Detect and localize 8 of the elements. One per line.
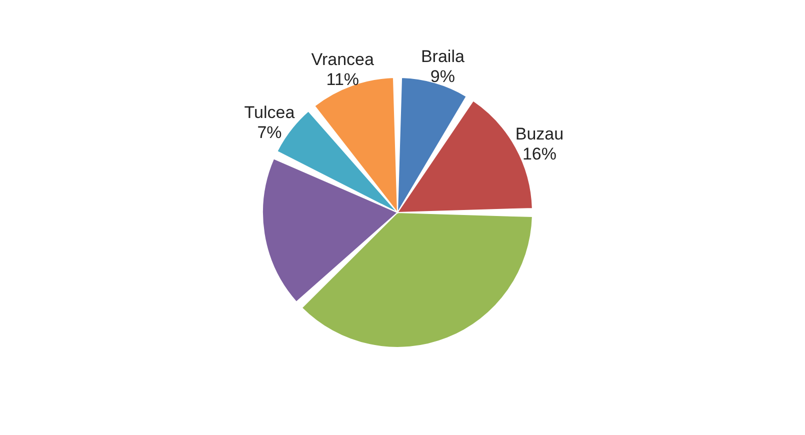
slice-label: Tulcea xyxy=(244,103,296,122)
slice-label: Buzau xyxy=(515,124,564,144)
data-label: 7% xyxy=(257,123,282,142)
data-label: 9% xyxy=(430,66,455,86)
slice-label: Braila xyxy=(420,46,465,66)
data-label: 11% xyxy=(326,70,360,90)
slice-label: Vrancea xyxy=(311,50,375,70)
data-label: 16% xyxy=(522,144,556,164)
